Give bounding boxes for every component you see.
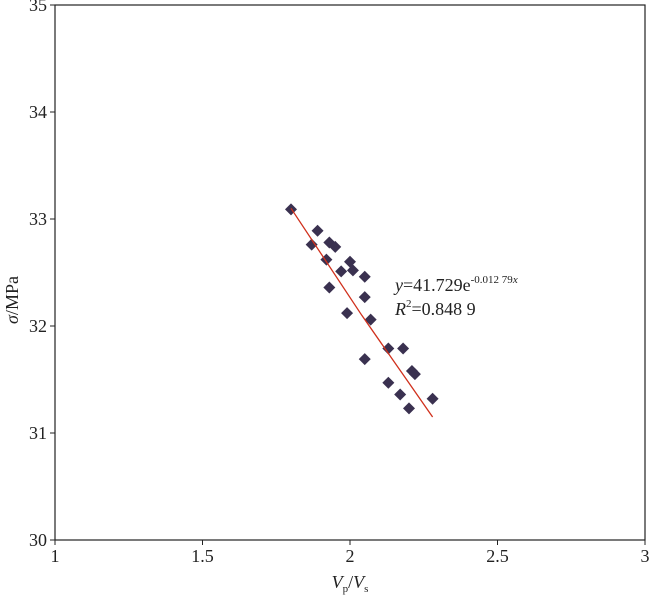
r-squared: R2=0.848 9 bbox=[394, 298, 476, 319]
data-point bbox=[311, 224, 324, 237]
y-label-var: σ bbox=[2, 314, 22, 324]
data-point bbox=[323, 281, 336, 294]
y-tick-label: 33 bbox=[29, 209, 47, 229]
r2-body: =0.848 9 bbox=[412, 299, 476, 319]
y-tick-label: 32 bbox=[29, 316, 47, 336]
data-point bbox=[329, 240, 342, 253]
x-tick-label: 3 bbox=[641, 546, 650, 566]
data-point bbox=[426, 392, 439, 405]
x-tick-label: 1.5 bbox=[191, 546, 214, 566]
r2-sup: 2 bbox=[406, 298, 412, 310]
data-point bbox=[397, 342, 410, 355]
data-point bbox=[305, 238, 318, 251]
data-point bbox=[394, 388, 407, 401]
x-label-sub: s bbox=[364, 583, 368, 595]
data-point bbox=[335, 265, 348, 278]
fit-equation: y=41.729e-0.012 79x bbox=[393, 274, 518, 295]
eq-body: =41.729e bbox=[403, 275, 471, 295]
r2-var: R bbox=[394, 299, 406, 319]
fit-line bbox=[290, 207, 434, 418]
data-point bbox=[408, 368, 421, 381]
x-label-var: V bbox=[353, 572, 366, 592]
data-point bbox=[364, 313, 377, 326]
data-point bbox=[358, 270, 371, 283]
x-label-var: V bbox=[332, 572, 345, 592]
data-point bbox=[382, 342, 395, 355]
y-tick-label: 30 bbox=[29, 530, 47, 550]
data-point bbox=[341, 307, 354, 320]
x-axis-label: Vp/Vs bbox=[332, 572, 369, 595]
x-label-sub: p bbox=[343, 583, 349, 595]
data-point bbox=[358, 353, 371, 366]
y-tick-label: 35 bbox=[29, 0, 47, 15]
y-axis-label: σ/MPa bbox=[2, 276, 22, 324]
y-label-unit: /MPa bbox=[2, 276, 22, 315]
data-point bbox=[382, 376, 395, 389]
data-point bbox=[403, 402, 415, 415]
data-point bbox=[346, 264, 359, 277]
x-tick-label: 1 bbox=[51, 546, 60, 566]
y-tick-label: 31 bbox=[29, 423, 47, 443]
y-tick-label: 34 bbox=[29, 102, 47, 122]
eq-var: y bbox=[393, 275, 403, 295]
eq-exp: -0.012 79 bbox=[471, 274, 514, 286]
data-point bbox=[358, 291, 371, 304]
x-label-slash: / bbox=[348, 572, 353, 592]
x-tick-label: 2.5 bbox=[486, 546, 509, 566]
eq-exp-var: x bbox=[512, 274, 518, 286]
x-tick-label: 2 bbox=[346, 546, 355, 566]
